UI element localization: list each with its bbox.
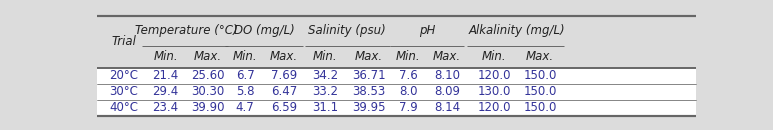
Text: 38.53: 38.53 (352, 85, 386, 98)
Text: 20°C: 20°C (109, 69, 138, 82)
Text: 21.4: 21.4 (152, 69, 179, 82)
Bar (97, 68, 696, 84)
Text: Alkalinity (mg/L): Alkalinity (mg/L) (469, 24, 566, 37)
Text: 8.10: 8.10 (434, 69, 460, 82)
Text: Min.: Min. (396, 50, 421, 63)
Text: pH: pH (419, 24, 435, 37)
Text: Max.: Max. (526, 50, 554, 63)
Text: 39.95: 39.95 (352, 101, 386, 114)
Text: 31.1: 31.1 (312, 101, 339, 114)
Text: Max.: Max. (355, 50, 383, 63)
Text: 33.2: 33.2 (312, 85, 339, 98)
Text: Min.: Min. (482, 50, 507, 63)
Text: 120.0: 120.0 (478, 101, 511, 114)
Text: 150.0: 150.0 (523, 69, 557, 82)
Text: 6.59: 6.59 (271, 101, 297, 114)
Text: 7.9: 7.9 (399, 101, 417, 114)
Text: 7.69: 7.69 (271, 69, 298, 82)
Text: 40°C: 40°C (109, 101, 138, 114)
Text: Trial: Trial (111, 35, 136, 48)
Text: 30.30: 30.30 (191, 85, 224, 98)
Text: 8.14: 8.14 (434, 101, 460, 114)
Text: 23.4: 23.4 (152, 101, 179, 114)
Text: 4.7: 4.7 (236, 101, 254, 114)
Text: Max.: Max. (270, 50, 298, 63)
Text: Min.: Min. (153, 50, 178, 63)
Text: Min.: Min. (313, 50, 338, 63)
Text: 7.6: 7.6 (399, 69, 417, 82)
Text: 150.0: 150.0 (523, 85, 557, 98)
Text: Min.: Min. (233, 50, 257, 63)
Text: 130.0: 130.0 (478, 85, 511, 98)
Text: 6.7: 6.7 (236, 69, 254, 82)
Text: 150.0: 150.0 (523, 101, 557, 114)
Text: Temperature (°C): Temperature (°C) (135, 24, 238, 37)
Text: 29.4: 29.4 (152, 85, 179, 98)
Text: 8.09: 8.09 (434, 85, 460, 98)
Text: Salinity (psu): Salinity (psu) (308, 24, 386, 37)
Text: 6.47: 6.47 (271, 85, 298, 98)
Bar (97, 84, 696, 100)
Text: 25.60: 25.60 (191, 69, 224, 82)
Text: 39.90: 39.90 (191, 101, 224, 114)
Text: 36.71: 36.71 (352, 69, 386, 82)
Bar (97, 16, 696, 68)
Text: Max.: Max. (433, 50, 461, 63)
Text: 120.0: 120.0 (478, 69, 511, 82)
Text: 34.2: 34.2 (312, 69, 339, 82)
Text: 30°C: 30°C (109, 85, 138, 98)
Text: 8.0: 8.0 (399, 85, 417, 98)
Text: DO (mg/L): DO (mg/L) (234, 24, 295, 37)
Bar (97, 100, 696, 116)
Text: 5.8: 5.8 (236, 85, 254, 98)
Text: Max.: Max. (193, 50, 222, 63)
